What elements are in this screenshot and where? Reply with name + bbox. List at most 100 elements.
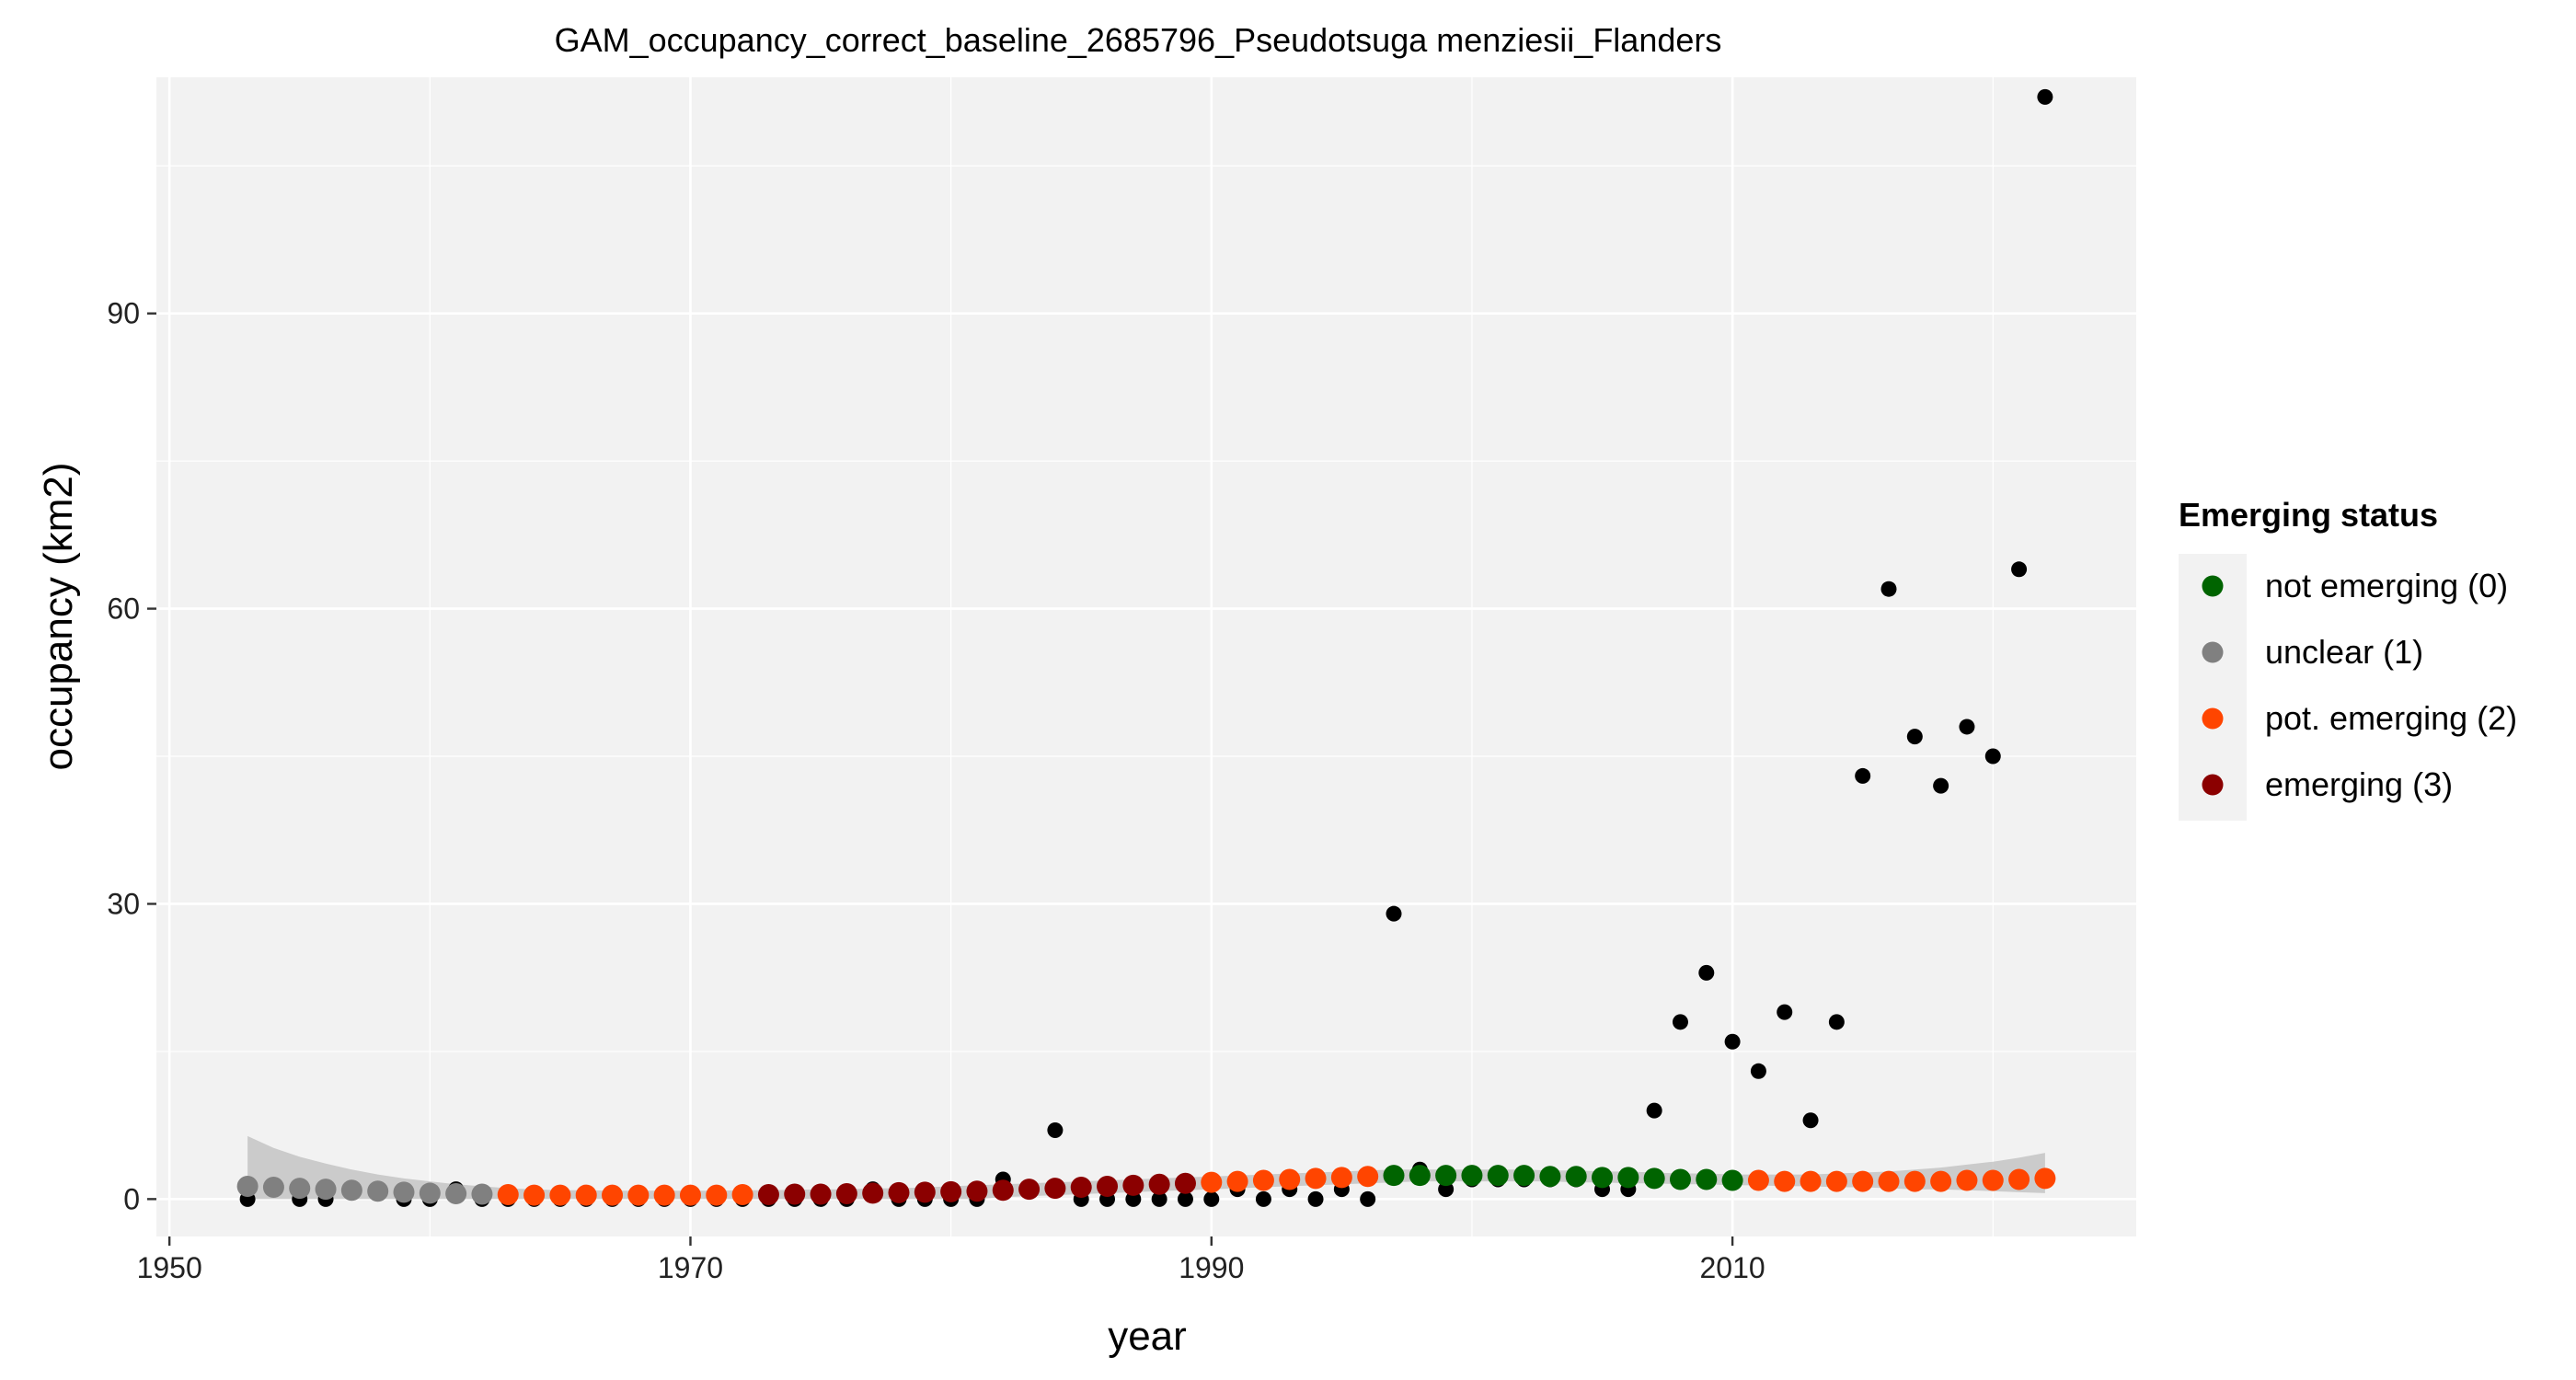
fitted-point bbox=[1825, 1170, 1847, 1192]
legend-key bbox=[2202, 707, 2224, 730]
fitted-point bbox=[1409, 1165, 1431, 1187]
x-tick-label: 1990 bbox=[1179, 1251, 1244, 1284]
fitted-point bbox=[888, 1181, 910, 1203]
fitted-point bbox=[1956, 1169, 1978, 1191]
fitted-point bbox=[1800, 1170, 1822, 1192]
observed-point bbox=[2037, 88, 2053, 105]
legend-title: Emerging status bbox=[2179, 496, 2438, 534]
legend-label: unclear (1) bbox=[2265, 633, 2423, 671]
fitted-point bbox=[1747, 1169, 1769, 1191]
fitted-point bbox=[1279, 1168, 1301, 1190]
fitted-point bbox=[340, 1179, 362, 1202]
fitted-point bbox=[1148, 1173, 1170, 1195]
x-tick-label: 1950 bbox=[137, 1251, 202, 1284]
fitted-point bbox=[1592, 1167, 1614, 1189]
fitted-point bbox=[810, 1183, 832, 1205]
fitted-point bbox=[2008, 1168, 2030, 1190]
fitted-point bbox=[1513, 1165, 1535, 1187]
y-tick-label: 30 bbox=[107, 887, 140, 920]
y-tick-label: 60 bbox=[107, 592, 140, 626]
observed-point bbox=[1906, 729, 1923, 745]
fitted-point bbox=[1044, 1178, 1066, 1200]
fitted-point bbox=[1357, 1166, 1379, 1188]
observed-point bbox=[1959, 719, 1975, 735]
grid-major bbox=[156, 77, 2136, 1236]
plot-panel bbox=[156, 77, 2136, 1236]
fitted-point bbox=[1539, 1166, 1561, 1188]
fitted-point bbox=[914, 1181, 936, 1203]
fitted-point bbox=[653, 1184, 675, 1206]
fitted-point bbox=[1330, 1167, 1352, 1189]
fitted-points-layer bbox=[236, 1165, 2056, 1206]
x-tick-label: 1970 bbox=[658, 1251, 723, 1284]
fitted-point bbox=[679, 1184, 701, 1206]
fitted-point bbox=[1122, 1174, 1144, 1196]
fitted-point bbox=[1982, 1169, 2004, 1191]
y-axis: 0 30 60 90 bbox=[107, 297, 156, 1215]
observed-point bbox=[1984, 748, 2001, 765]
fitted-point bbox=[1617, 1167, 1639, 1189]
fitted-point bbox=[1852, 1170, 1874, 1192]
fitted-point bbox=[497, 1184, 519, 1206]
fitted-point bbox=[1174, 1172, 1196, 1194]
legend-label: pot. emerging (2) bbox=[2265, 699, 2517, 737]
fitted-point bbox=[1903, 1170, 1926, 1192]
fitted-point bbox=[1643, 1167, 1665, 1190]
y-axis-title: occupancy (km2) bbox=[36, 462, 81, 770]
fitted-point bbox=[575, 1184, 597, 1206]
x-axis-title: year bbox=[1108, 1314, 1187, 1359]
fitted-point bbox=[315, 1179, 337, 1201]
fitted-point bbox=[262, 1177, 284, 1199]
fitted-point bbox=[2034, 1167, 2056, 1190]
fitted-point bbox=[1461, 1165, 1483, 1187]
observed-point bbox=[1151, 1190, 1167, 1207]
observed-point bbox=[1125, 1190, 1142, 1207]
fitted-point bbox=[940, 1180, 962, 1202]
legend-label: not emerging (0) bbox=[2265, 567, 2508, 604]
legend-label: emerging (3) bbox=[2265, 765, 2453, 803]
fitted-point bbox=[1226, 1170, 1248, 1192]
fitted-point bbox=[1565, 1166, 1587, 1188]
observed-point bbox=[1724, 1033, 1741, 1050]
fitted-point bbox=[1696, 1168, 1718, 1190]
fitted-point bbox=[419, 1182, 441, 1204]
fitted-point bbox=[445, 1182, 467, 1204]
x-tick-label: 2010 bbox=[1700, 1251, 1765, 1284]
fitted-point bbox=[289, 1178, 311, 1200]
observed-point bbox=[1672, 1014, 1688, 1030]
observed-point bbox=[1177, 1190, 1193, 1207]
fitted-point bbox=[236, 1175, 259, 1197]
observed-point bbox=[1933, 777, 1949, 794]
fitted-point bbox=[1774, 1170, 1796, 1192]
observed-point bbox=[1855, 767, 1871, 784]
legend: Emerging status not emerging (0) unclear … bbox=[2179, 496, 2517, 821]
fitted-point bbox=[1201, 1171, 1223, 1193]
legend-key bbox=[2202, 575, 2224, 597]
fitted-point bbox=[1018, 1179, 1041, 1201]
fitted-point bbox=[731, 1184, 753, 1206]
legend-key bbox=[2202, 641, 2224, 663]
fitted-point bbox=[549, 1184, 571, 1206]
observed-point bbox=[1698, 964, 1715, 981]
y-tick-label: 90 bbox=[107, 297, 140, 330]
fitted-point bbox=[1097, 1175, 1119, 1197]
observed-point bbox=[1203, 1190, 1220, 1207]
fitted-point bbox=[757, 1184, 779, 1206]
observed-point bbox=[1802, 1112, 1819, 1129]
observed-point bbox=[1880, 581, 1897, 597]
observed-point bbox=[1386, 905, 1402, 922]
observed-point bbox=[1438, 1181, 1455, 1198]
legend-key bbox=[2202, 774, 2224, 796]
fitted-point bbox=[627, 1184, 650, 1206]
fitted-point bbox=[1721, 1169, 1743, 1191]
fitted-point bbox=[1305, 1167, 1327, 1190]
observed-point bbox=[1777, 1004, 1793, 1020]
observed-point bbox=[1255, 1190, 1271, 1207]
fitted-point bbox=[1878, 1170, 1900, 1192]
fitted-point bbox=[1487, 1165, 1509, 1187]
fitted-point bbox=[367, 1180, 389, 1202]
fitted-point bbox=[1930, 1170, 1952, 1192]
fitted-point bbox=[471, 1183, 493, 1205]
fitted-point bbox=[523, 1184, 546, 1206]
